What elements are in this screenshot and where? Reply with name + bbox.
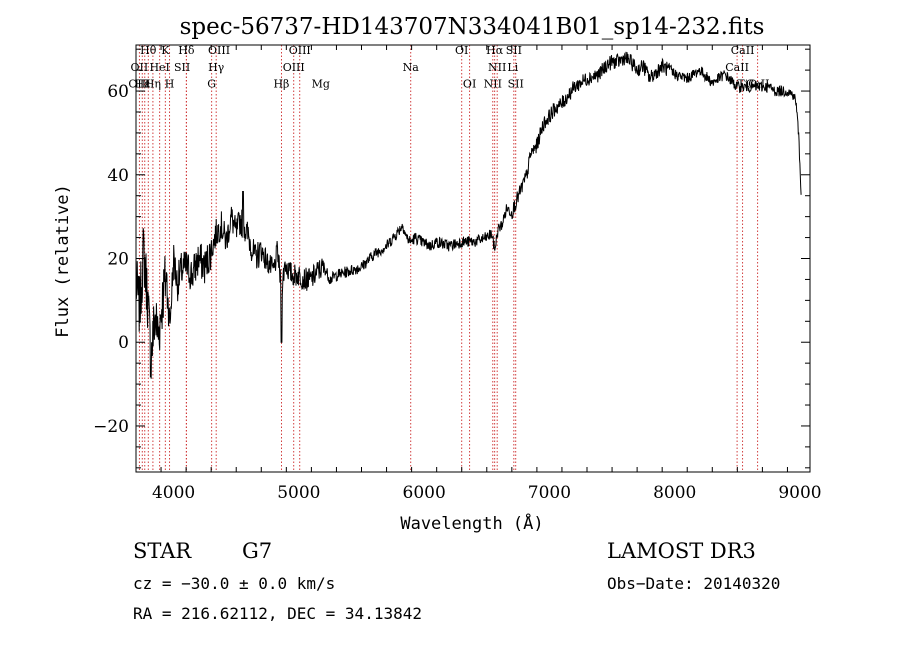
y-tick-label: 40 [107, 166, 129, 186]
line-label: SII [508, 78, 524, 91]
line-label: CaII [731, 44, 755, 57]
line-label: OIII [128, 78, 150, 91]
y-tick-label: 0 [118, 333, 129, 353]
plot-frame [135, 44, 811, 473]
x-tick-label: 4000 [152, 483, 195, 503]
line-label: Mg [312, 78, 330, 91]
y-axis-label: Flux (relative) [53, 184, 73, 338]
y-tick-labels: −20 0 20 40 60 [93, 82, 129, 437]
y-tick-label: −20 [93, 417, 129, 437]
x-tick-label: 5000 [277, 483, 320, 503]
line-label: H [165, 78, 175, 91]
x-tick-labels: 4000 5000 6000 7000 8000 9000 [152, 483, 822, 503]
line-label: Hβ [273, 78, 289, 91]
y-tick-label: 60 [107, 82, 129, 102]
line-label: G [207, 78, 216, 91]
redshift-readout: cz = −30.0 ± 0.0 km/s [133, 574, 336, 593]
line-label: K [161, 44, 170, 57]
axis-ticks [135, 45, 810, 472]
observation-date: Obs−Date: 20140320 [607, 574, 781, 593]
line-label: Hε [135, 78, 151, 91]
x-tick-label: 9000 [778, 483, 821, 503]
coordinates-readout: RA = 216.62112, DEC = 34.13842 [133, 604, 422, 623]
survey-name: LAMOST DR3 [607, 539, 756, 563]
line-label: OIII [283, 61, 305, 74]
line-label: OIII [208, 44, 230, 57]
line-label: Hη [145, 78, 161, 91]
line-label: Hθ [140, 44, 157, 57]
line-label: NII [484, 78, 502, 91]
line-label: OI [463, 78, 476, 91]
line-label: SII [174, 61, 190, 74]
line-label: Hδ [178, 44, 195, 57]
line-label: Hα [486, 44, 504, 57]
line-label: OIII [289, 44, 311, 57]
x-tick-label: 6000 [403, 483, 446, 503]
chart-title: spec-56737-HD143707N334041B01_sp14-232.f… [180, 14, 765, 40]
spectral-line-markers [138, 45, 759, 472]
line-label: OII [131, 61, 149, 74]
line-label: Li [507, 61, 518, 74]
x-tick-label: 7000 [528, 483, 571, 503]
y-tick-label: 20 [107, 250, 129, 270]
line-label: HeI [149, 61, 169, 74]
line-label: Na [403, 61, 420, 74]
line-label: Hγ [208, 61, 225, 74]
line-label: SII [506, 44, 522, 57]
line-label: OI [455, 44, 468, 57]
x-tick-label: 8000 [653, 483, 696, 503]
object-class: STAR [133, 539, 192, 563]
line-label: NII [488, 61, 506, 74]
x-axis-label: Wavelength (Å) [400, 512, 543, 534]
spectrum-line [135, 51, 802, 379]
line-label: CaII [725, 61, 749, 74]
object-subclass: G7 [242, 539, 273, 563]
